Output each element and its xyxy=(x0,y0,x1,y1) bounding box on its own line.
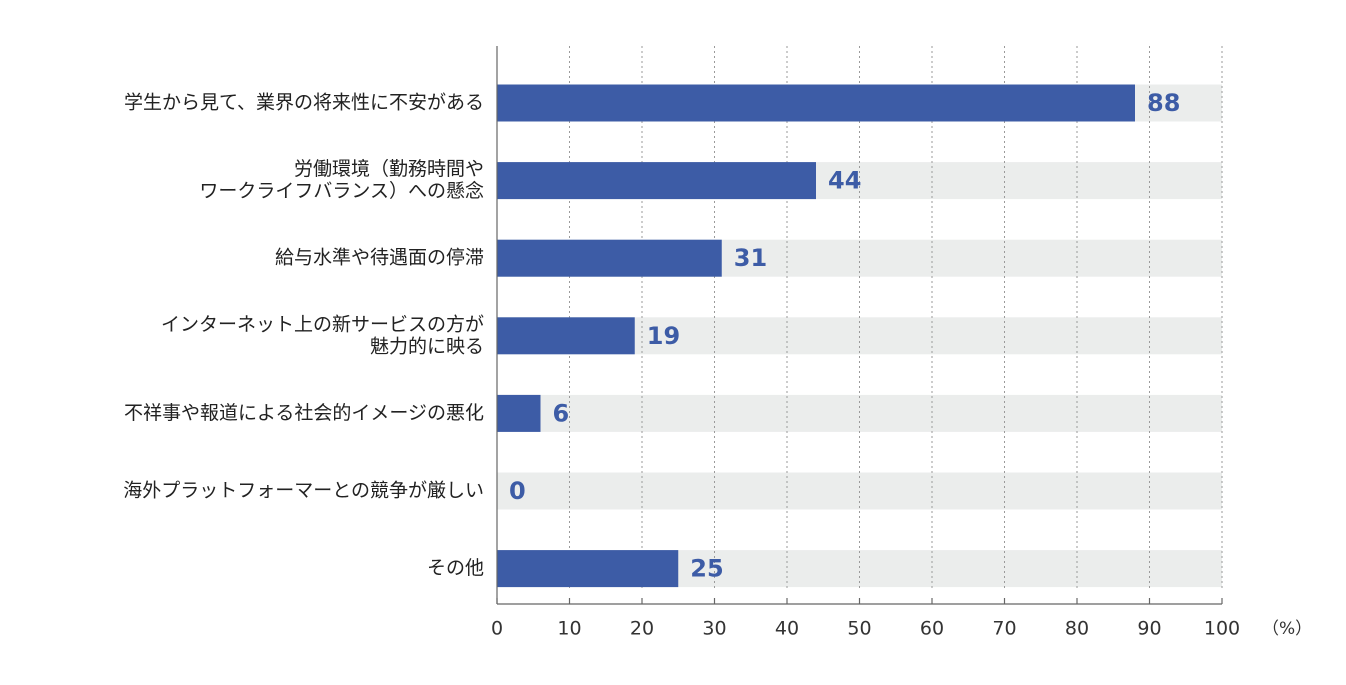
x-tick-label: 10 xyxy=(557,618,581,640)
category-label: 不祥事や報道による社会的イメージの悪化 xyxy=(124,402,484,424)
category-label: 学生から見て、業界の将来性に不安がある xyxy=(124,92,484,114)
category-label: 魅力的に映る xyxy=(370,335,484,357)
x-tick-label: 20 xyxy=(630,618,654,640)
bars xyxy=(497,84,1135,588)
x-tick-label: 100 xyxy=(1204,618,1240,640)
x-tick-label: 70 xyxy=(992,618,1016,640)
bar xyxy=(497,394,541,432)
x-tick-label: 90 xyxy=(1137,618,1161,640)
bar xyxy=(497,317,635,355)
category-label: 労働環境（勤務時間や xyxy=(294,158,484,180)
category-label: ワークライフバランス）への懸念 xyxy=(199,179,484,202)
category-labels: 学生から見て、業界の将来性に不安がある労働環境（勤務時間やワークライフバランス）… xyxy=(123,92,484,580)
value-label: 88 xyxy=(1147,89,1180,117)
unit-label: （%） xyxy=(1262,619,1312,639)
value-label: 6 xyxy=(553,399,570,427)
value-labels: 88 44 31 19 6 0 25 xyxy=(509,89,1180,583)
value-label: 31 xyxy=(734,244,767,272)
category-label: その他 xyxy=(427,557,484,579)
bar xyxy=(497,162,816,200)
x-tick-label: 50 xyxy=(847,618,871,640)
bar xyxy=(497,550,679,588)
x-tick-label: 60 xyxy=(920,618,944,640)
category-label: 海外プラットフォーマーとの競争が厳しい xyxy=(123,480,484,502)
x-tick-label: 0 xyxy=(491,618,503,640)
bar xyxy=(497,84,1135,122)
x-tick-label: 30 xyxy=(702,618,726,640)
value-label: 0 xyxy=(509,477,526,505)
value-label: 25 xyxy=(690,555,723,583)
value-label: 19 xyxy=(647,322,680,350)
x-tick-label: 80 xyxy=(1065,618,1089,640)
category-label: 給与水準や待遇面の停滞 xyxy=(275,247,484,269)
bar xyxy=(497,239,722,277)
x-tick-label: 40 xyxy=(775,618,799,640)
x-axis: 0 10 20 30 40 50 60 70 80 90 100 xyxy=(491,46,1240,640)
value-label: 44 xyxy=(828,167,861,195)
category-label: インターネット上の新サービスの方が xyxy=(161,313,484,335)
